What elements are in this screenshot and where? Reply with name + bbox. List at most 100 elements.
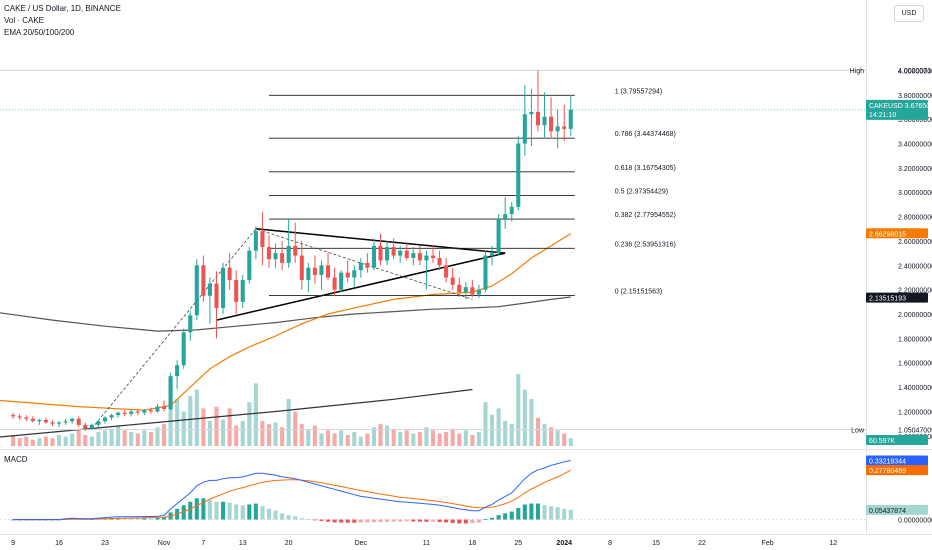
candle-body [352, 270, 357, 278]
candle-body [299, 255, 304, 280]
candle-body [503, 214, 508, 220]
volume-legend[interactable]: Vol · CAKE [4, 16, 45, 25]
volume-bar [437, 433, 442, 446]
candle-body [63, 421, 68, 423]
time-tick-label: 7 [201, 540, 205, 547]
volume-bar [24, 436, 29, 446]
macd-histogram-bar [352, 519, 357, 523]
volume-bar [175, 399, 180, 446]
macd-histogram-bar [306, 519, 311, 520]
candle-body [378, 245, 383, 261]
candle-body [417, 253, 422, 261]
volume-bar [476, 431, 481, 446]
candle-body [457, 284, 462, 293]
fib-level-label: 0.618 (3.16754305) [615, 165, 676, 172]
volume-bar [529, 399, 534, 446]
macd-badge-bg [866, 504, 928, 515]
volume-bar [129, 431, 134, 446]
volume-bar [542, 424, 547, 446]
macd-histogram-bar [325, 519, 331, 522]
candle-body [358, 262, 363, 271]
volume-bar [358, 436, 363, 446]
candle-body [555, 126, 560, 132]
ema-long-line [0, 388, 473, 438]
macd-histogram-bar [135, 518, 140, 520]
volume-badge-text: 60.597K [869, 438, 895, 445]
candle-body [398, 250, 403, 256]
macd-histogram-bar [161, 517, 167, 520]
time-tick-label: Nov [158, 540, 171, 547]
candle-body [568, 109, 573, 129]
candle-body [234, 279, 239, 302]
candle-body [129, 411, 134, 414]
candle-body [385, 247, 390, 261]
macd-histogram-bar [463, 519, 468, 524]
volume-bar [207, 420, 212, 446]
macd-histogram-bar [490, 517, 495, 520]
price-tick-label: 2.60000000 [898, 239, 932, 246]
macd-histogram-bar [247, 504, 252, 520]
macd-histogram-bar [430, 519, 436, 522]
candle-body [339, 272, 344, 290]
volume-bar [352, 431, 357, 446]
macd-histogram-bar [444, 519, 449, 523]
candle-body [253, 231, 258, 251]
candle-body [161, 406, 167, 410]
macd-histogram-bar [503, 513, 508, 520]
fib-level-label: 0.236 (2.53951316) [615, 241, 676, 248]
candle-body [490, 253, 495, 256]
macd-histogram-bar [240, 505, 245, 520]
candle-body [529, 111, 534, 115]
volume-bar [214, 406, 219, 446]
currency-button[interactable]: USD [894, 5, 924, 22]
volume-bar [181, 411, 186, 446]
ema-legend[interactable]: EMA 20/50/100/200 [4, 28, 75, 37]
last-price-badge: CAKEUSD 3.67650784 14:21:10 [866, 99, 932, 120]
time-tick-label: 22 [698, 540, 706, 547]
volume-bar [430, 430, 436, 446]
triangle-lower-trendline[interactable] [216, 252, 506, 321]
volume-bar [273, 422, 278, 446]
ema-dark-line [0, 296, 571, 332]
ema-badge-bg [866, 228, 928, 239]
volume-bar [411, 433, 416, 446]
macd-histogram-bar [391, 519, 396, 522]
volume-bar [161, 424, 167, 446]
candle-body [76, 418, 81, 425]
volume-bar [221, 419, 226, 446]
macd-badge: 0.05437874 [866, 504, 928, 515]
volume-bar [63, 436, 68, 446]
volume-bar [83, 435, 88, 446]
candle-body [142, 410, 147, 413]
macd-histogram-bar [371, 519, 376, 523]
last-price-badge-bg [866, 99, 928, 120]
ema-badge: 2.13515193 [866, 292, 928, 303]
candle-body [37, 419, 42, 422]
volume-bar [398, 431, 403, 446]
macd-histogram-bar [522, 504, 527, 520]
candle-body [247, 250, 252, 280]
candle-body [562, 126, 567, 129]
candle-body [89, 424, 94, 429]
volume-bar [325, 430, 331, 446]
volume-bar [312, 425, 317, 446]
macd-histogram-bar [568, 509, 573, 520]
macd-histogram-bar [345, 519, 350, 523]
candle-body [57, 422, 62, 424]
candle-body [188, 315, 193, 333]
price-tick-label: 1.80000000 [898, 336, 932, 343]
volume-bar [463, 430, 468, 446]
candle-body [450, 277, 455, 285]
volume-bar [444, 431, 449, 446]
volume-bar [450, 428, 455, 446]
dashed-projection-path[interactable] [91, 228, 473, 429]
volume-bar [371, 427, 376, 446]
candle-body [444, 265, 449, 278]
macd-legend[interactable]: MACD [4, 455, 28, 464]
candle-body [227, 267, 232, 280]
volume-bar [43, 436, 48, 446]
high-value: 4.00200713 [898, 68, 932, 75]
volume-bar [70, 433, 75, 446]
time-tick-label: 2024 [556, 540, 572, 547]
